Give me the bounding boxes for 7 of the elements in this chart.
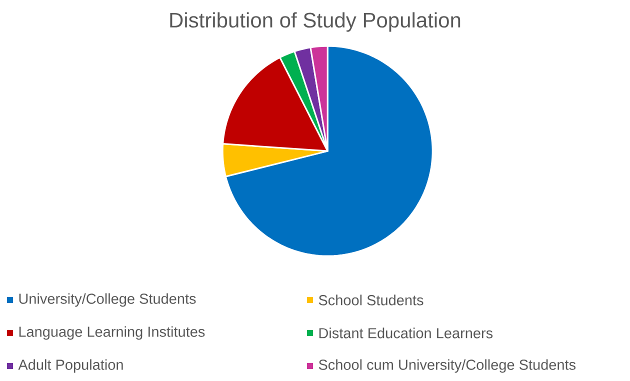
legend-label: School Students	[318, 294, 424, 306]
legend-label: Language Learning Institutes	[19, 326, 205, 340]
legend-label: School cum University/College Students	[318, 359, 576, 373]
legend-label: Adult Population	[18, 359, 123, 373]
legend-label: Distant Education Learners	[319, 328, 493, 338]
legend-label: University/College Students	[19, 293, 196, 307]
chart-title: Distribution of Study Population	[170, 12, 460, 32]
